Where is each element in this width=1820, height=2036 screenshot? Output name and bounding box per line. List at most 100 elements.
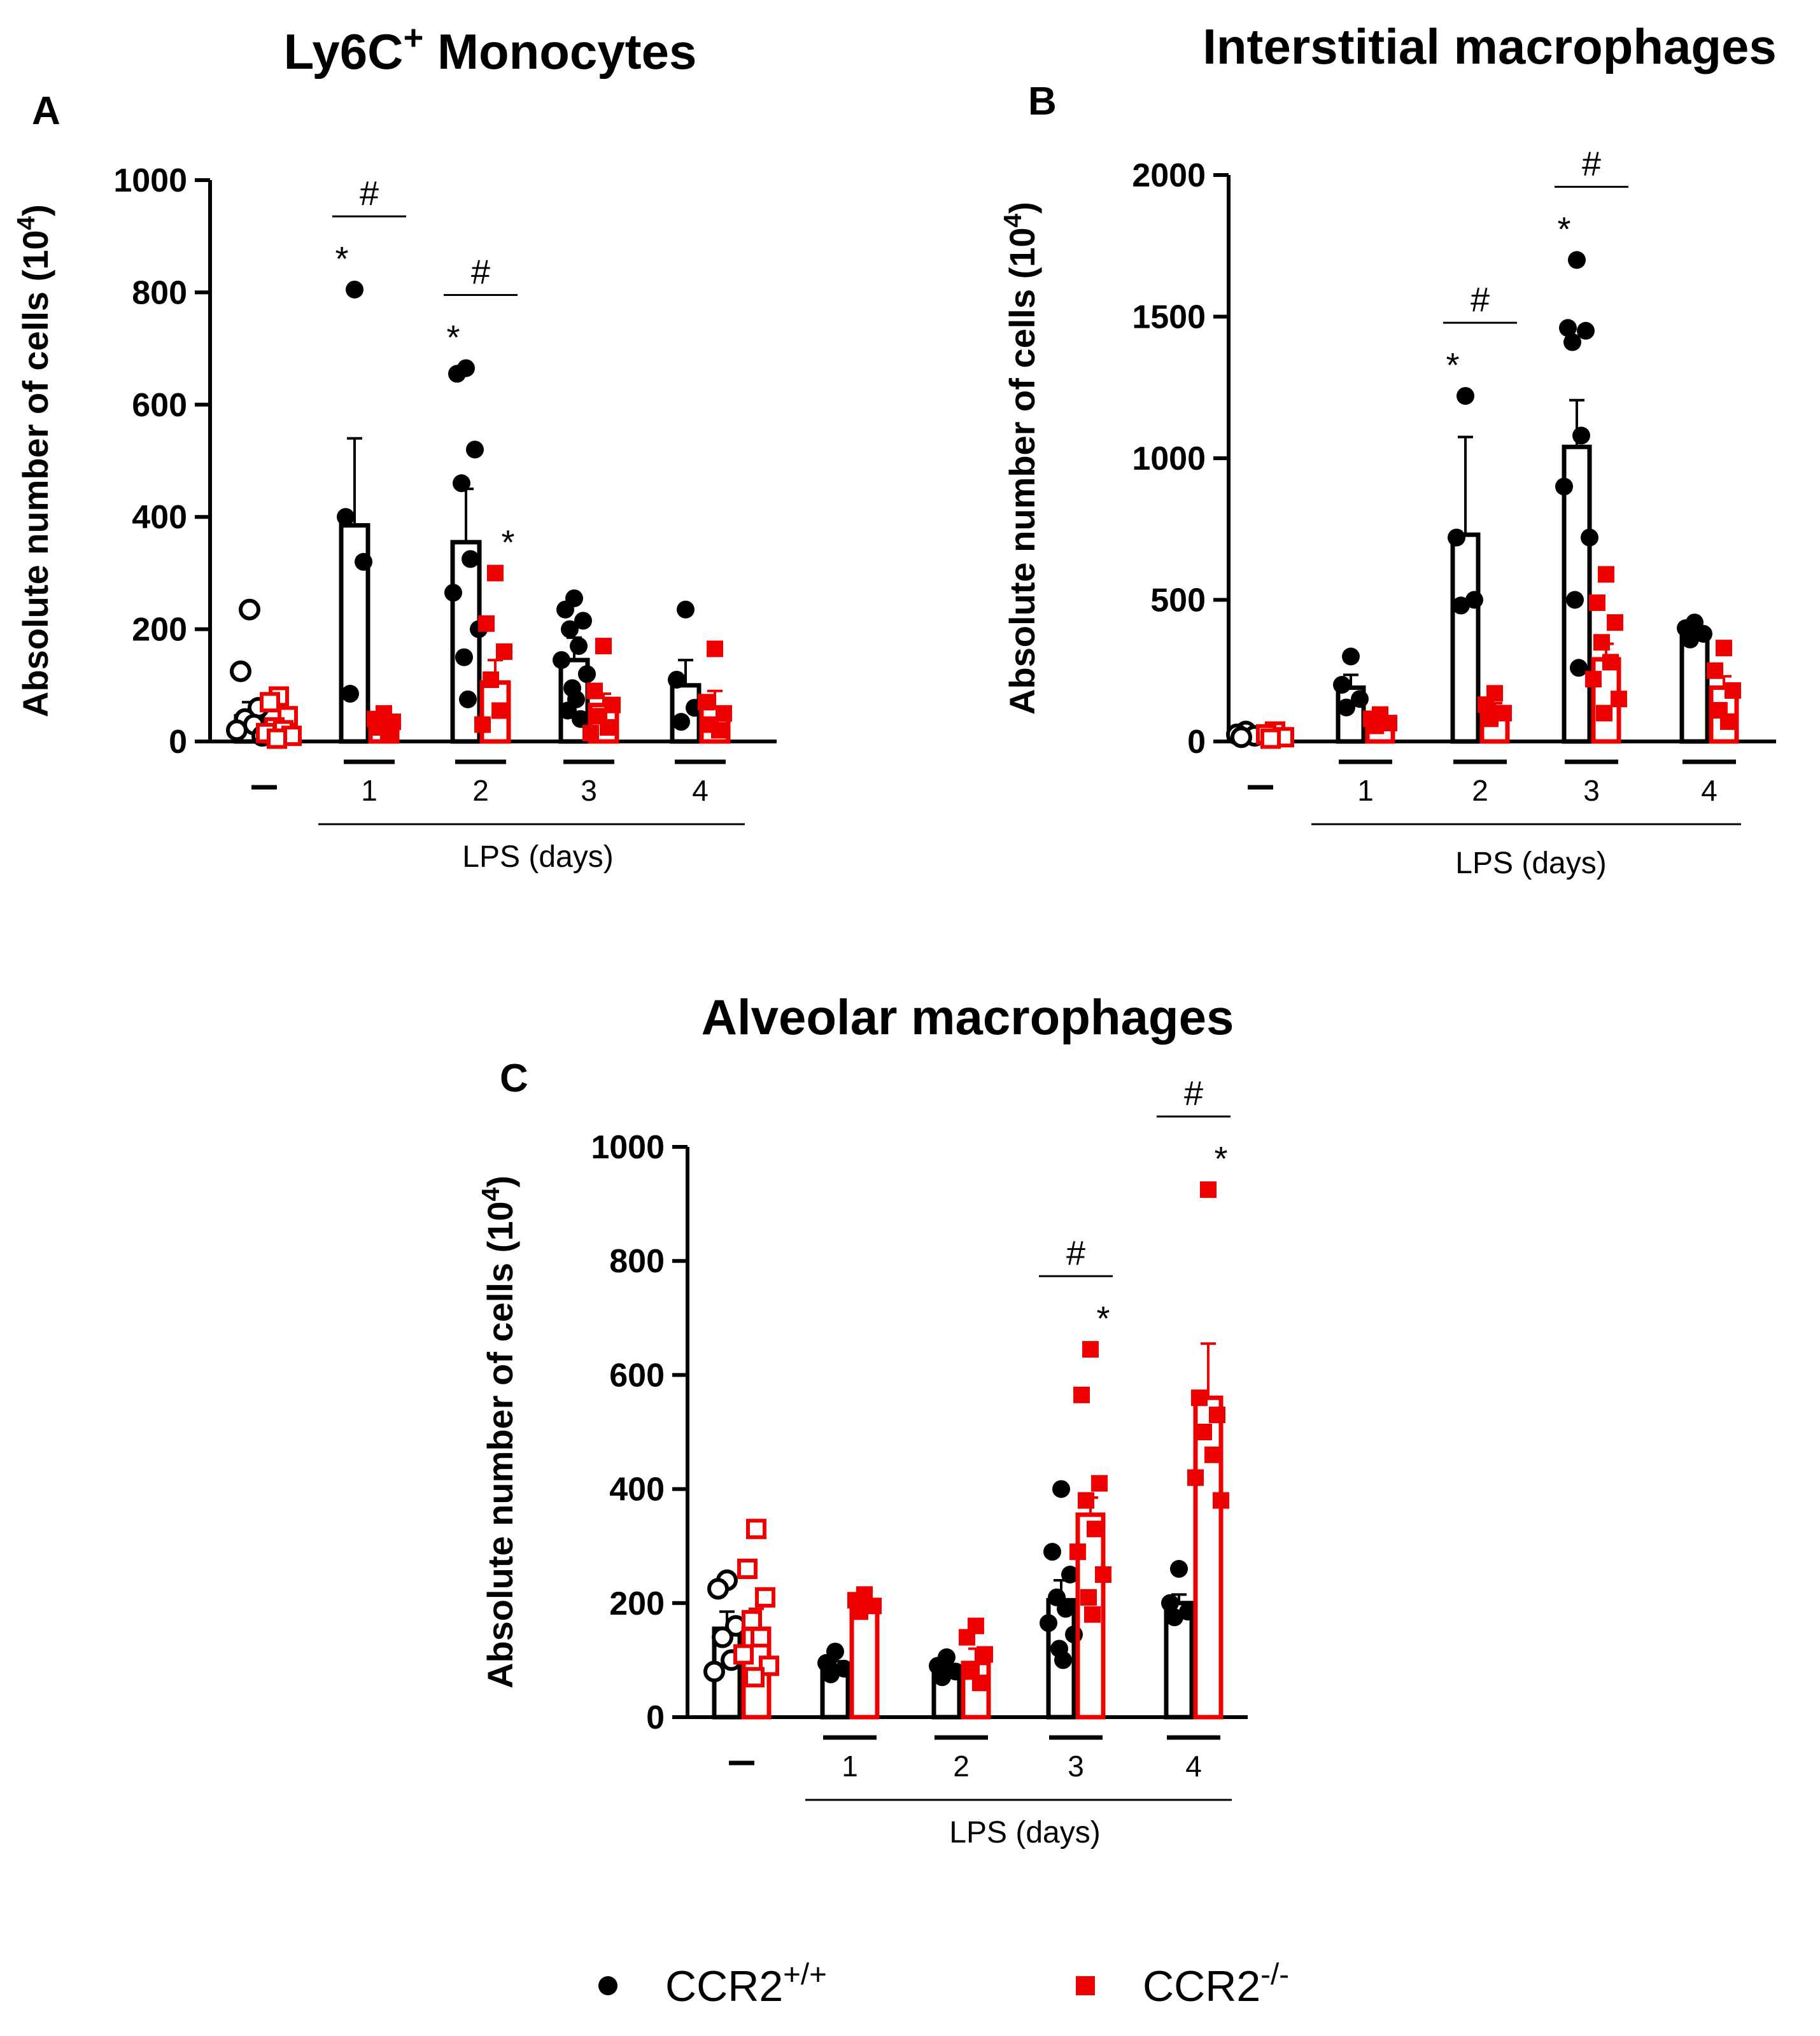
data-point [1200,1181,1217,1198]
chart-title: Ly6C+ Monocytes [284,18,697,80]
data-point [561,620,579,638]
data-point [483,671,499,688]
data-point [595,638,612,655]
bar [1679,633,1710,744]
data-point [835,1659,853,1678]
data-point [1563,333,1581,351]
y-tick-label: 1000 [591,1129,665,1166]
data-point [1080,1589,1097,1606]
data-point [668,670,686,689]
x-tick-label: 4 [692,774,709,807]
data-point [553,651,570,670]
data-point [570,637,588,656]
data-point [1725,682,1741,699]
data-point [1204,1446,1221,1463]
x-tick-label: 1 [842,1750,858,1783]
data-point [1170,1560,1188,1578]
panel-c: Alveolar macrophages C 0 200 400 600 800 1000 Ab… [477,989,1248,1850]
data-point [448,365,466,383]
x-tick-label: 1 [1357,774,1374,807]
chart-title: Alveolar macrophages [702,989,1234,1045]
data-point [1057,1599,1075,1618]
data-point [1260,728,1281,749]
data-point [1448,528,1465,547]
data-point [559,701,577,720]
data-point [1084,1606,1101,1623]
significance-hash: # [471,253,490,291]
data-point [1087,1520,1103,1538]
data-point [1581,528,1598,547]
data-point [746,1519,766,1540]
data-point [1069,1543,1086,1561]
y-tick-label: 600 [609,1357,665,1394]
y-tick-label: 500 [1150,582,1206,619]
data-point [1607,614,1623,631]
data-point [586,682,603,699]
data-point [1054,1651,1072,1669]
data-point [1598,566,1614,583]
legend-label: CCR2-/- [1143,1958,1289,2011]
data-point [1566,591,1584,609]
data-point [1695,624,1712,643]
data-point [1465,591,1483,609]
data-point [1073,1386,1090,1403]
data-point [1593,634,1610,651]
y-tick-label: 400 [609,1471,665,1508]
x-tick-label: 2 [472,774,489,807]
x-axis-label: LPS (days) [1455,846,1606,880]
data-point [1213,1492,1229,1509]
y-tick-label: 600 [132,387,187,424]
significance-hash: # [1066,1234,1085,1272]
significance-star: * [446,318,460,356]
data-point [1572,426,1590,445]
y-axis-label: Absolute number of cells (104) [477,1176,521,1688]
data-point [1065,1625,1083,1644]
y-tick-label: 0 [1187,724,1206,761]
data-point [1061,1566,1079,1583]
y-tick-label: 2000 [1132,157,1206,194]
x-tick-label: 2 [953,1750,970,1783]
significance-star: * [1096,1300,1110,1338]
data-point [1570,659,1588,677]
data-point [1585,671,1602,688]
bar [450,540,482,744]
data-point [822,1665,840,1683]
data-point [972,1674,989,1692]
data-point [1095,1566,1111,1583]
data-point [466,440,484,459]
panel-a: Ly6C+ Monocytes A 0 200 400 600 800 1000 Absolut… [13,18,777,874]
data-point [947,1662,964,1681]
y-tick-label: 1000 [1132,440,1206,477]
data-point [346,280,363,298]
data-point [1482,710,1499,727]
y-axis-label: Absolute number of cells (104) [13,204,56,717]
data-point [239,598,260,621]
data-point [672,713,690,731]
significance-hash: # [1582,145,1601,183]
data-point [751,1627,771,1648]
data-point [1342,647,1360,666]
data-point [260,692,280,713]
significance-hash: # [1471,281,1490,319]
data-point [742,1610,762,1631]
data-point [1707,662,1723,679]
data-point [1091,1475,1108,1492]
x-tick-label: 2 [1472,774,1488,807]
x-tick-label: 4 [1185,1750,1202,1783]
significance-star: * [1214,1140,1227,1178]
data-point [1681,630,1699,649]
x-tick-label: 3 [581,774,597,807]
data-point [462,550,479,568]
data-point [707,1578,729,1600]
y-tick-label: 200 [132,612,187,649]
data-point [1589,594,1605,611]
data-point [1716,640,1732,657]
panel-label: A [32,89,60,133]
data-point [572,710,589,728]
data-point [1351,690,1369,708]
data-point [852,1603,868,1620]
panel-label: C [500,1057,528,1100]
data-point [711,722,728,739]
data-point [600,719,616,736]
data-point [737,1559,758,1580]
